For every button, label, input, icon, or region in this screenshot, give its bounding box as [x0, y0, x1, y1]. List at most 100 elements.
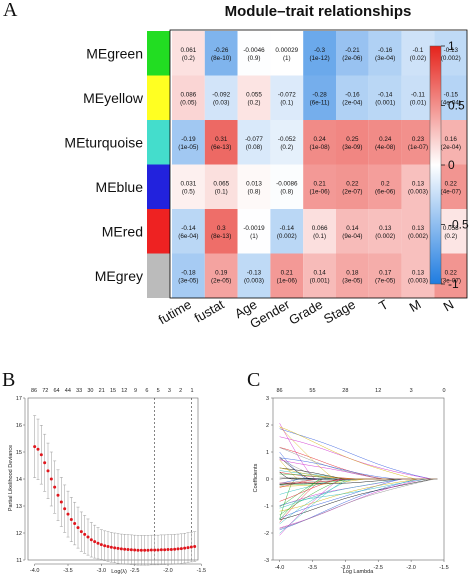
cell-value: 0.22 — [445, 180, 458, 187]
deviance-point — [109, 545, 113, 549]
cell-pvalue: (1e-05) — [178, 144, 198, 151]
row-labels: MEgreen MEyellow MEturquoise MEblue MEred MEg… — [64, 45, 143, 284]
deviance-point — [46, 469, 50, 473]
cell-pvalue: (0.5) — [182, 188, 195, 195]
deviance-point — [143, 548, 147, 552]
y-tick-label: -2 — [264, 531, 269, 537]
deviance-point — [106, 545, 110, 548]
cell-pvalue: (2e-07) — [342, 188, 362, 195]
cell-value: 0.24 — [313, 136, 326, 143]
top-tick-label: 44 — [65, 388, 71, 394]
deviance-point — [129, 548, 133, 552]
heatmap-cell — [172, 120, 205, 165]
cell-value: -0.21 — [345, 47, 360, 54]
deviance-point — [56, 493, 60, 497]
cell-pvalue: (3e-07) — [441, 277, 461, 284]
cell-pvalue: (0.8) — [248, 188, 261, 195]
heatmap-cell — [368, 164, 402, 209]
cell-value: -0.0019 — [243, 225, 265, 232]
cell-value: 0.13 — [412, 225, 425, 232]
heatmap-cell — [270, 75, 304, 120]
cell-pvalue: (0.9) — [248, 55, 261, 62]
heatmap-cell — [336, 253, 369, 298]
cell-value: 0.053 — [443, 225, 459, 232]
deviance-point — [136, 548, 140, 552]
cell-value: -0.0046 — [243, 47, 265, 54]
cell-value: 0.31 — [215, 136, 228, 143]
coefficient-path — [279, 478, 438, 536]
y-tick-label: 2 — [266, 423, 269, 429]
deviance-point — [189, 545, 193, 549]
cell-pvalue: (6e-06) — [375, 188, 395, 195]
cell-value: -0.14 — [181, 225, 196, 232]
deviance-point — [89, 538, 93, 542]
row-label: MEgrey — [95, 268, 143, 284]
cell-pvalue: (1e-06) — [309, 188, 329, 195]
heatmap-cell — [237, 75, 271, 120]
y-tick-label: 3 — [266, 396, 269, 402]
heatmap-cell — [270, 209, 304, 254]
heatmap-cell — [368, 75, 402, 120]
deviance-point — [33, 445, 37, 449]
heatmap-cell — [270, 31, 304, 76]
heatmap-cell — [237, 164, 271, 209]
x-tick-label: -2.0 — [406, 565, 415, 571]
top-tick-label: 21 — [99, 388, 105, 394]
colorbar-tick: -1 — [448, 277, 459, 291]
column-label: N — [441, 297, 457, 315]
heatmap-cell — [401, 120, 435, 165]
y-tick-label: 14 — [16, 477, 22, 483]
top-tick-label: 5 — [157, 388, 160, 394]
top-tick-label: 28 — [342, 388, 348, 394]
cell-pvalue: (2e-05) — [211, 277, 231, 284]
cell-pvalue: (0.1) — [215, 188, 228, 195]
top-tick-label: 0 — [442, 388, 445, 394]
heatmap-cell — [204, 253, 238, 298]
deviance-point — [73, 522, 77, 526]
heatmap-cell — [336, 120, 369, 165]
deviance-point — [126, 547, 130, 551]
cell-pvalue: (0.2) — [280, 144, 293, 151]
y-tick-label: 1 — [266, 450, 269, 456]
x-tick-label: -1.5 — [439, 565, 448, 571]
y-tick-label: 0 — [266, 477, 269, 483]
panel-b-label: B — [2, 369, 15, 391]
deviance-point — [63, 507, 67, 511]
y-tick-label: 12 — [16, 531, 22, 537]
cell-value: 0.13 — [412, 180, 425, 187]
deviance-point — [153, 548, 157, 552]
deviance-point — [123, 547, 127, 551]
y-tick-label: 13 — [16, 504, 22, 510]
cell-pvalue: (4e-07) — [441, 188, 461, 195]
top-tick-label: 86 — [277, 388, 283, 394]
heatmap-cell — [172, 31, 205, 76]
cell-value: 0.14 — [313, 269, 326, 276]
cell-pvalue: (1e-12) — [309, 55, 329, 62]
cell-value: 0.13 — [379, 225, 392, 232]
panel-a-label: A — [3, 0, 18, 21]
cell-value: -0.18 — [181, 269, 196, 276]
coefficient-path — [279, 428, 438, 480]
top-tick-label: 55 — [309, 388, 315, 394]
heatmap-cell — [303, 120, 336, 165]
module-swatch — [147, 209, 170, 254]
row-label: MEturquoise — [64, 134, 143, 150]
coefficient-path — [279, 459, 438, 480]
column-label: fustat — [192, 296, 227, 325]
deviance-point — [116, 546, 120, 550]
cell-value: -0.16 — [345, 91, 360, 98]
deviance-point — [59, 500, 63, 504]
heatmap-cell — [336, 164, 369, 209]
cell-pvalue: (0.01) — [410, 99, 426, 106]
cell-value: 0.25 — [346, 136, 359, 143]
heatmap-title: Module–trait relationships — [225, 3, 412, 20]
deviance-point — [159, 548, 163, 552]
module-color-strip — [147, 31, 170, 298]
cell-pvalue: (3e-05) — [342, 277, 362, 284]
colorbar-tick: 0 — [448, 158, 455, 172]
top-tick-label: 3 — [168, 388, 171, 394]
heatmap-cell — [303, 164, 336, 209]
coefficient-path — [279, 426, 438, 480]
y-tick-label: 17 — [16, 396, 22, 402]
